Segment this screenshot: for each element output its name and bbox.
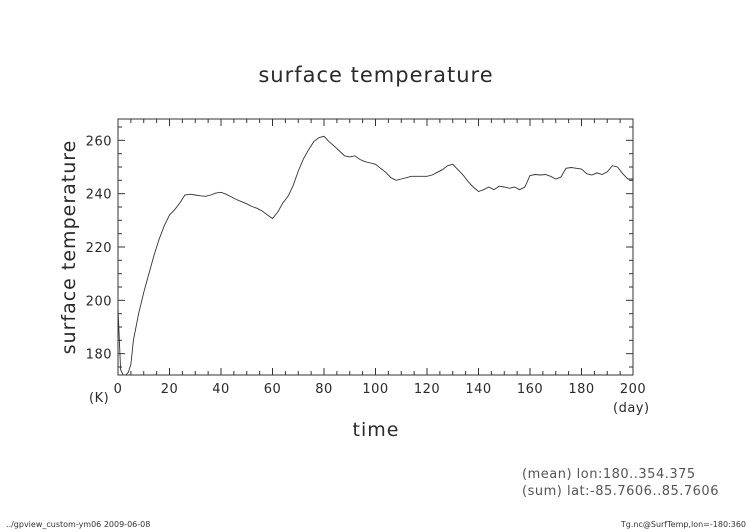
sum-annotation: (sum) lat:-85.7606..85.7606 xyxy=(522,484,719,499)
x-tick-label: 140 xyxy=(465,382,491,397)
x-tick-label: 0 xyxy=(114,382,123,397)
x-tick-label: 180 xyxy=(568,382,594,397)
y-tick-labels: 180 200 220 240 260 xyxy=(86,134,112,362)
x-tick-label: 20 xyxy=(161,382,179,397)
x-unit-label: (day) xyxy=(613,401,650,416)
footer-source: ../gpview_custom-ym06 2009-06-08 xyxy=(6,520,150,529)
y-axis-ticks xyxy=(118,126,633,368)
x-axis-ticks xyxy=(117,119,634,375)
x-tick-label: 40 xyxy=(212,382,230,397)
x-tick-label: 200 xyxy=(620,382,646,397)
x-tick-label: 60 xyxy=(264,382,282,397)
y-tick-label: 260 xyxy=(86,134,112,149)
y-tick-label: 220 xyxy=(86,241,112,256)
x-tick-labels: 0 20 40 60 80 100 120 140 160 180 200 xyxy=(114,382,646,397)
series-line-surface-temperature xyxy=(117,135,633,376)
x-tick-label: 160 xyxy=(517,382,543,397)
y-tick-label: 240 xyxy=(86,188,112,203)
footer-file: Tg.nc@SurfTemp,lon=-180:360 xyxy=(620,520,746,529)
chart-title: surface temperature xyxy=(258,63,493,87)
y-tick-label: 180 xyxy=(86,348,112,363)
x-axis-title: time xyxy=(353,419,400,441)
x-tick-label: 120 xyxy=(414,382,440,397)
plot-frame xyxy=(117,118,634,376)
y-unit-label: (K) xyxy=(89,391,109,406)
y-tick-label: 200 xyxy=(86,294,112,309)
x-tick-label: 80 xyxy=(315,382,333,397)
y-axis-title: surface temperature xyxy=(58,140,80,355)
x-tick-label: 100 xyxy=(362,382,388,397)
mean-annotation: (mean) lon:180..354.375 xyxy=(522,467,696,482)
